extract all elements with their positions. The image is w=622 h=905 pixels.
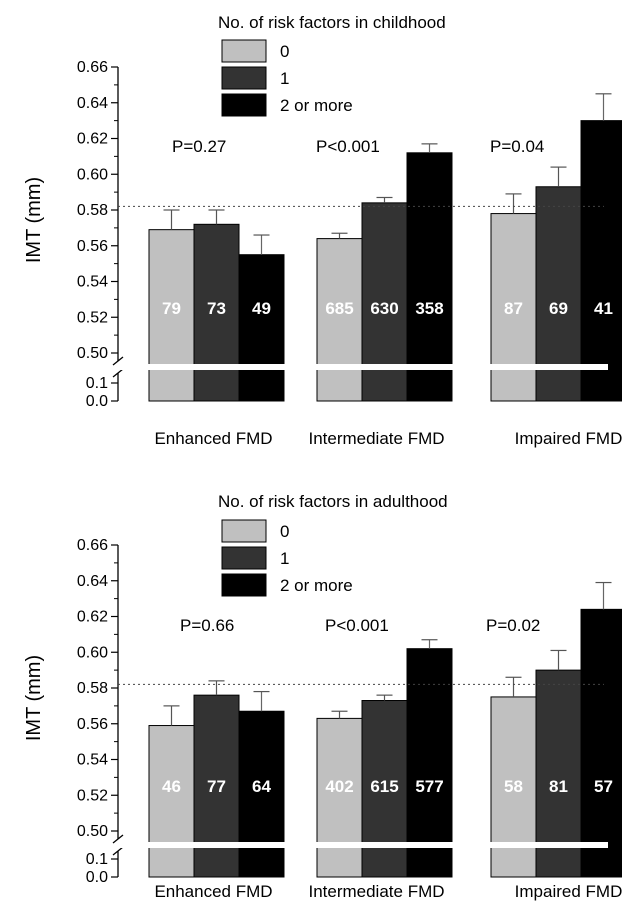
y-tick-label: 0.62: [77, 609, 108, 626]
chart-panel-childhood: No. of risk factors in childhood 0 1 2 or m…: [23, 13, 622, 448]
bar: [148, 725, 195, 878]
category-label: Enhanced FMD: [154, 882, 272, 901]
bar-count-label: 58: [504, 777, 523, 796]
category-label: Impaired FMD: [515, 882, 622, 901]
y-tick-label: 0.56: [77, 716, 108, 733]
bar-count-label: 77: [207, 777, 226, 796]
bar: [580, 120, 622, 402]
legend-swatch-2: [221, 93, 267, 117]
y-tick-label: 0.60: [77, 166, 108, 183]
category-label: Impaired FMD: [515, 429, 622, 448]
y-axis-label: IMT (mm): [23, 655, 45, 741]
p-value-label: P<0.001: [316, 137, 380, 156]
axis-break-band: [120, 364, 608, 370]
bar-count-label: 41: [594, 299, 613, 318]
p-value-label: P=0.27: [172, 137, 226, 156]
chart-panel-adulthood: No. of risk factors in adulthood 0 1 2 or m…: [23, 492, 622, 901]
legend-swatch-1: [221, 66, 267, 90]
bar: [406, 648, 453, 878]
legend-swatch-0: [221, 39, 267, 63]
y-tick-label: 0.60: [77, 644, 108, 661]
legend-label-2: 2 or more: [280, 576, 353, 595]
legend-swatch-0: [221, 519, 267, 543]
y-tick-label: 0.66: [77, 59, 108, 76]
bar-count-label: 81: [549, 777, 568, 796]
y-tick-label: 0.54: [77, 752, 108, 769]
p-value-label: P=0.04: [490, 137, 544, 156]
y-axis-label: IMT (mm): [23, 177, 45, 263]
p-value-label: P=0.66: [180, 616, 234, 635]
y-tick-label-lower: 0.1: [86, 375, 108, 392]
bar: [148, 229, 195, 402]
legend-label-1: 1: [280, 549, 289, 568]
y-tick-label: 0.50: [77, 345, 108, 362]
category-label: Enhanced FMD: [154, 429, 272, 448]
bar-count-label: 358: [415, 299, 443, 318]
bar: [316, 717, 363, 878]
bar-count-label: 69: [549, 299, 568, 318]
y-tick-label-lower: 0.0: [86, 869, 108, 886]
axis-break-mark: [112, 356, 124, 366]
y-tick-label: 0.64: [77, 573, 108, 590]
legend-title: No. of risk factors in adulthood: [218, 492, 448, 511]
legend-swatch-1: [221, 546, 267, 570]
y-tick-label: 0.58: [77, 202, 108, 219]
bar-count-label: 402: [325, 777, 353, 796]
legend-label-0: 0: [280, 522, 289, 541]
bar-count-label: 685: [325, 299, 353, 318]
bar-count-label: 630: [370, 299, 398, 318]
legend-label-1: 1: [280, 69, 289, 88]
bar-count-label: 615: [370, 777, 398, 796]
bar: [580, 608, 622, 878]
category-label: Intermediate FMD: [308, 882, 444, 901]
bar: [238, 710, 285, 878]
bar-count-label: 64: [252, 777, 271, 796]
axis-break-mark: [112, 368, 124, 378]
bar-count-label: 46: [162, 777, 181, 796]
y-tick-label: 0.56: [77, 238, 108, 255]
category-label: Intermediate FMD: [308, 429, 444, 448]
p-value-label: P<0.001: [325, 616, 389, 635]
bar-count-label: 57: [594, 777, 613, 796]
y-tick-label: 0.54: [77, 274, 108, 291]
bar-count-label: 79: [162, 299, 181, 318]
y-tick-label: 0.62: [77, 131, 108, 148]
p-value-label: P=0.02: [486, 616, 540, 635]
y-tick-label: 0.58: [77, 680, 108, 697]
bar: [316, 238, 363, 402]
bar-count-label: 49: [252, 299, 271, 318]
y-tick-label-lower: 0.0: [86, 393, 108, 410]
y-tick-label: 0.64: [77, 95, 108, 112]
legend-label-2: 2 or more: [280, 96, 353, 115]
bar-count-label: 577: [415, 777, 443, 796]
bar-count-label: 73: [207, 299, 226, 318]
bar: [238, 254, 285, 402]
y-tick-label: 0.50: [77, 823, 108, 840]
axis-break-mark: [112, 846, 124, 856]
bar-count-label: 87: [504, 299, 523, 318]
legend-title: No. of risk factors in childhood: [218, 13, 446, 32]
y-tick-label-lower: 0.1: [86, 851, 108, 868]
bar: [406, 152, 453, 402]
y-tick-label: 0.66: [77, 537, 108, 554]
legend-swatch-2: [221, 573, 267, 597]
axis-break-mark: [112, 834, 124, 844]
bar: [193, 223, 240, 402]
y-tick-label: 0.52: [77, 309, 108, 326]
y-tick-label: 0.52: [77, 787, 108, 804]
legend-label-0: 0: [280, 42, 289, 61]
axis-break-band: [120, 842, 608, 848]
